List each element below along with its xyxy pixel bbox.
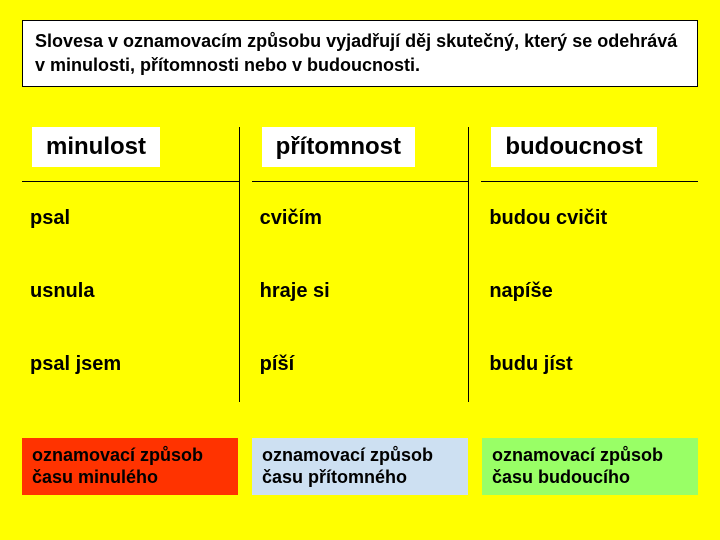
- footer-text: času přítomného: [262, 467, 407, 487]
- footer-text: oznamovací způsob: [492, 445, 663, 465]
- footer-text: oznamovací způsob: [32, 445, 203, 465]
- footer-row: oznamovací způsob času minulého oznamova…: [22, 438, 698, 495]
- cell: budu jíst: [489, 353, 698, 376]
- footer-text: času budoucího: [492, 467, 630, 487]
- cell: píší: [260, 353, 469, 376]
- footer-text: oznamovací způsob: [262, 445, 433, 465]
- cell: psal jsem: [30, 353, 239, 376]
- col-header-future: budoucnost: [491, 127, 656, 167]
- col-header-past: minulost: [32, 127, 160, 167]
- cells-future: budou cvičit napíše budu jíst: [481, 182, 698, 402]
- tense-table: minulost psal usnula psal jsem přítomnos…: [22, 127, 698, 402]
- cell: usnula: [30, 280, 239, 303]
- cell: hraje si: [260, 280, 469, 303]
- intro-text: Slovesa v oznamovacím způsobu vyjadřují …: [22, 20, 698, 87]
- footer-past: oznamovací způsob času minulého: [22, 438, 238, 495]
- footer-present: oznamovací způsob času přítomného: [252, 438, 468, 495]
- footer-text: času minulého: [32, 467, 158, 487]
- cell: cvičím: [260, 207, 469, 230]
- cell: napíše: [489, 280, 698, 303]
- cells-present: cvičím hraje si píší: [252, 182, 469, 402]
- footer-future: oznamovací způsob času budoucího: [482, 438, 698, 495]
- cells-past: psal usnula psal jsem: [22, 182, 239, 402]
- cell: psal: [30, 207, 239, 230]
- cell: budou cvičit: [489, 207, 698, 230]
- col-header-present: přítomnost: [262, 127, 415, 167]
